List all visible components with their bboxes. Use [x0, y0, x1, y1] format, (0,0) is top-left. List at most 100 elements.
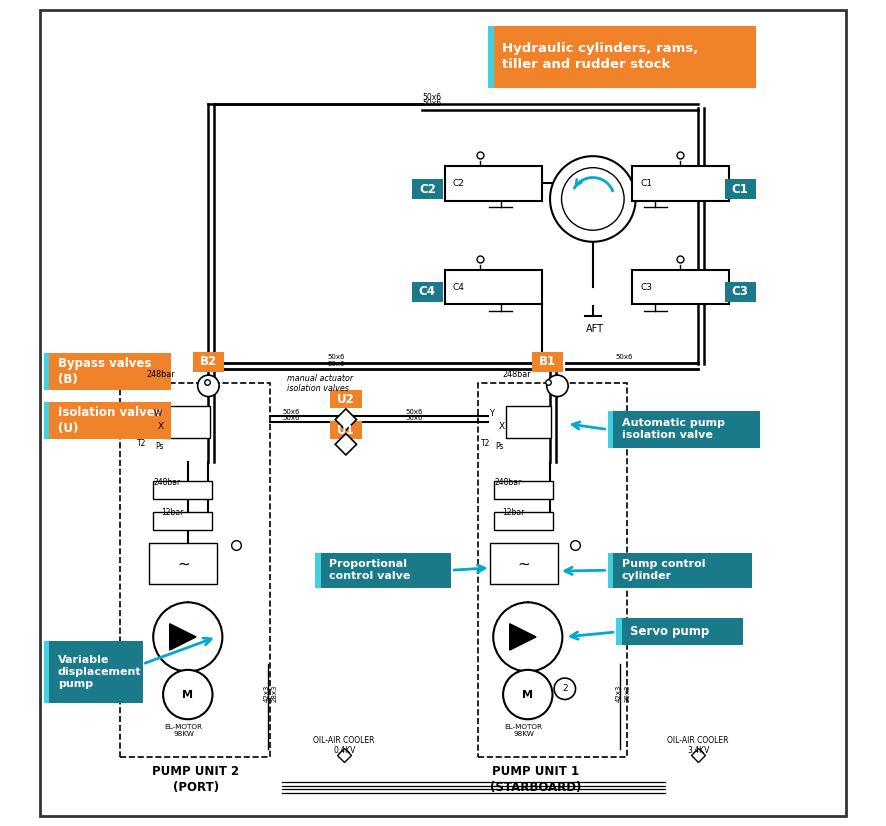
- FancyBboxPatch shape: [532, 352, 563, 372]
- FancyBboxPatch shape: [622, 618, 743, 645]
- Text: Automatic pump
isolation valve: Automatic pump isolation valve: [622, 418, 725, 440]
- Text: Ps: Ps: [155, 442, 163, 451]
- FancyBboxPatch shape: [445, 166, 541, 201]
- Circle shape: [554, 678, 576, 700]
- FancyBboxPatch shape: [494, 26, 756, 88]
- Text: 50x6: 50x6: [283, 409, 300, 415]
- Text: C1: C1: [732, 183, 749, 196]
- Text: M: M: [183, 690, 193, 700]
- FancyBboxPatch shape: [315, 553, 321, 587]
- Text: 50x6: 50x6: [423, 93, 441, 102]
- Text: C3: C3: [641, 282, 653, 292]
- FancyBboxPatch shape: [445, 270, 541, 304]
- Text: Bypass valves
(B): Bypass valves (B): [58, 357, 152, 386]
- FancyBboxPatch shape: [153, 512, 213, 530]
- Text: 50x6: 50x6: [616, 354, 633, 360]
- Text: Proportional
control valve: Proportional control valve: [330, 559, 411, 582]
- FancyBboxPatch shape: [50, 641, 143, 703]
- Text: C2: C2: [453, 178, 465, 188]
- Text: X: X: [499, 422, 505, 431]
- Text: C1: C1: [641, 178, 653, 188]
- Text: W: W: [153, 410, 161, 418]
- FancyBboxPatch shape: [321, 553, 451, 587]
- Text: Ps: Ps: [495, 442, 503, 451]
- Circle shape: [503, 670, 553, 719]
- Circle shape: [163, 670, 213, 719]
- FancyBboxPatch shape: [50, 402, 171, 439]
- FancyBboxPatch shape: [633, 166, 729, 201]
- Text: 2: 2: [562, 684, 568, 693]
- Text: U1: U1: [337, 424, 354, 437]
- Circle shape: [198, 375, 219, 396]
- Circle shape: [153, 602, 222, 672]
- FancyBboxPatch shape: [616, 618, 622, 645]
- Text: U2: U2: [337, 392, 354, 406]
- Polygon shape: [335, 434, 356, 455]
- FancyBboxPatch shape: [725, 282, 756, 301]
- Text: Isolation valves
(U): Isolation valves (U): [58, 406, 161, 435]
- Text: 50x6: 50x6: [283, 415, 300, 421]
- FancyBboxPatch shape: [330, 390, 361, 408]
- FancyBboxPatch shape: [43, 641, 50, 703]
- Text: 248bar: 248bar: [153, 477, 181, 487]
- Polygon shape: [509, 624, 536, 650]
- Text: 50x6: 50x6: [328, 361, 346, 367]
- FancyBboxPatch shape: [494, 482, 554, 500]
- Text: T2: T2: [136, 439, 146, 448]
- Circle shape: [547, 375, 568, 396]
- Text: ~: ~: [177, 556, 190, 571]
- FancyBboxPatch shape: [165, 406, 210, 438]
- Text: OIL-AIR COOLER
0.4KV: OIL-AIR COOLER 0.4KV: [314, 736, 375, 755]
- FancyBboxPatch shape: [412, 282, 443, 301]
- FancyBboxPatch shape: [153, 482, 213, 500]
- Polygon shape: [170, 624, 196, 650]
- Text: manual actuator
isolation valves: manual actuator isolation valves: [286, 374, 353, 393]
- Text: 12bar: 12bar: [502, 508, 525, 517]
- Text: AFT: AFT: [586, 324, 603, 334]
- FancyBboxPatch shape: [149, 543, 217, 584]
- Text: OIL-AIR COOLER
3.4KV: OIL-AIR COOLER 3.4KV: [667, 736, 729, 755]
- Polygon shape: [335, 409, 356, 430]
- Text: C2: C2: [419, 183, 436, 196]
- Text: PUMP UNIT 1
(STARBOARD): PUMP UNIT 1 (STARBOARD): [490, 766, 582, 795]
- Text: 248bar: 248bar: [147, 370, 175, 379]
- FancyBboxPatch shape: [506, 406, 551, 438]
- Circle shape: [494, 602, 563, 672]
- Text: EL-MOTOR
98KW: EL-MOTOR 98KW: [505, 724, 543, 737]
- Text: PUMP UNIT 2
(PORT): PUMP UNIT 2 (PORT): [152, 766, 239, 795]
- Text: Y: Y: [489, 410, 494, 418]
- Text: 248bar: 248bar: [494, 477, 521, 487]
- FancyBboxPatch shape: [43, 353, 50, 390]
- Text: M: M: [522, 690, 533, 700]
- Text: 50x6: 50x6: [423, 99, 441, 108]
- FancyBboxPatch shape: [43, 402, 50, 439]
- FancyBboxPatch shape: [608, 411, 613, 448]
- FancyBboxPatch shape: [412, 179, 443, 199]
- Text: Pump control
cylinder: Pump control cylinder: [622, 559, 705, 582]
- FancyBboxPatch shape: [725, 179, 756, 199]
- FancyBboxPatch shape: [613, 411, 760, 448]
- Text: 20x3: 20x3: [624, 685, 630, 702]
- Text: T2: T2: [481, 439, 490, 448]
- Text: B1: B1: [539, 355, 556, 368]
- FancyBboxPatch shape: [633, 270, 729, 304]
- FancyBboxPatch shape: [488, 26, 494, 88]
- Text: Hydraulic cylinders, rams,
tiller and rudder stock: Hydraulic cylinders, rams, tiller and ru…: [502, 42, 699, 72]
- Text: 28x3: 28x3: [272, 685, 278, 702]
- FancyBboxPatch shape: [193, 352, 224, 372]
- Text: 50x6: 50x6: [406, 409, 424, 415]
- FancyBboxPatch shape: [494, 512, 554, 530]
- FancyBboxPatch shape: [40, 10, 846, 816]
- Text: C3: C3: [732, 286, 749, 298]
- Text: C4: C4: [419, 286, 436, 298]
- Text: X: X: [158, 422, 163, 431]
- Text: Variable
displacement
pump: Variable displacement pump: [58, 654, 142, 690]
- FancyBboxPatch shape: [50, 353, 171, 390]
- Text: 12bar: 12bar: [161, 508, 183, 517]
- Text: EL-MOTOR
98KW: EL-MOTOR 98KW: [165, 724, 203, 737]
- Text: 50x6: 50x6: [328, 354, 346, 360]
- Text: 50x6: 50x6: [406, 415, 424, 421]
- Circle shape: [562, 168, 624, 230]
- FancyBboxPatch shape: [608, 553, 613, 587]
- Text: 248bar: 248bar: [502, 370, 531, 379]
